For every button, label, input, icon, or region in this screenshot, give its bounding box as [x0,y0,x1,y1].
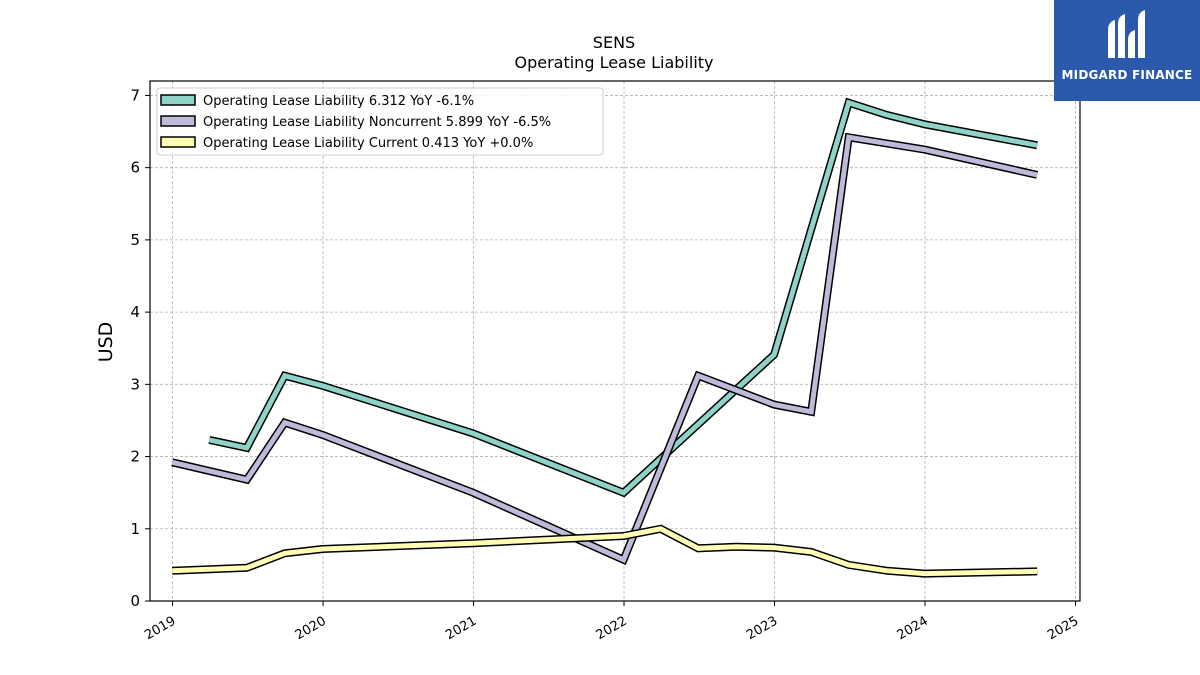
x-tick-label: 2025 [1045,614,1081,644]
legend: Operating Lease Liability 6.312 YoY -6.1… [156,87,604,156]
chart-subtitle: Operating Lease Liability [514,53,713,72]
x-tick-label: 2023 [744,614,780,644]
series-line [171,134,1038,564]
y-tick-label: 0 [130,592,140,610]
y-tick-label: 3 [130,375,140,393]
series-lines [171,97,1039,578]
x-tick-label: 2024 [895,614,931,644]
series-line [208,99,1038,496]
legend-swatch [160,115,196,127]
x-tick-label: 2022 [594,614,630,644]
y-tick-label: 7 [130,86,140,104]
y-tick-label: 5 [130,231,140,249]
legend-swatch [160,136,196,148]
legend-entry: Operating Lease Liability 6.312 YoY -6.1… [203,94,474,109]
series-line [172,526,1038,577]
y-tick-label: 2 [130,448,140,466]
legend-box [156,87,604,156]
y-tick-label: 1 [130,520,140,538]
series-outline [208,97,1038,498]
y-tick-label: 4 [130,303,140,321]
logo-mark-icon [1108,10,1145,58]
series-3 [172,524,1038,578]
x-tick-label: 2019 [142,614,178,644]
series-1 [208,97,1038,498]
x-tick-label: 2020 [293,614,329,644]
grid [150,81,1080,602]
y-axis-label: USD [95,322,117,363]
legend-entry: Operating Lease Liability Current 0.413 … [203,136,533,151]
plot-frame [149,80,1081,602]
x-tick-label: 2021 [443,614,479,644]
series-outline [171,132,1039,566]
y-tick-label: 6 [130,159,140,177]
legend-entry: Operating Lease Liability Noncurrent 5.8… [203,115,551,130]
chart-title: SENS [593,33,635,52]
midgard-finance-logo: MIDGARD FINANCE [1054,0,1200,101]
series-2 [171,132,1039,566]
logo-text: MIDGARD FINANCE [1061,68,1193,82]
legend-swatch [160,94,196,106]
